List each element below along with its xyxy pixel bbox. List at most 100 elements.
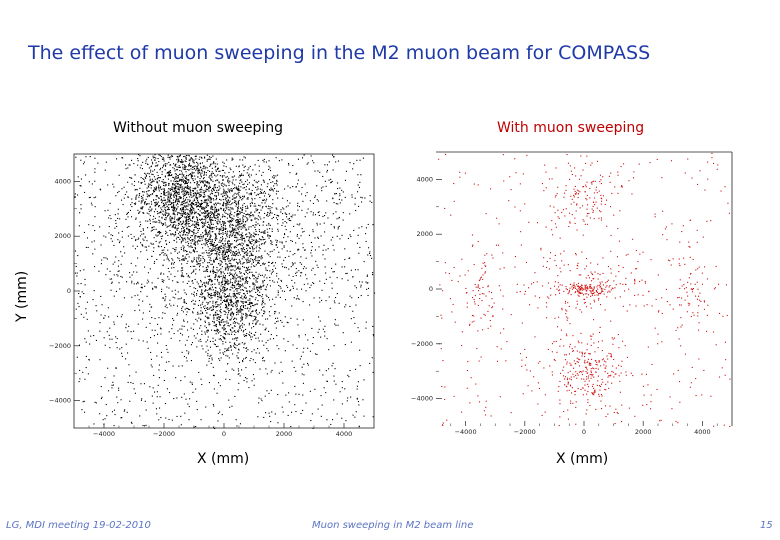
data-point [304, 183, 306, 185]
data-point [234, 212, 236, 214]
data-point [135, 202, 137, 204]
data-point [237, 337, 239, 339]
data-point [167, 212, 169, 214]
data-point [187, 179, 189, 181]
data-point [255, 322, 257, 324]
data-point [286, 321, 288, 323]
data-point [214, 287, 216, 289]
data-point [200, 286, 202, 288]
data-point [224, 259, 226, 261]
data-point [288, 401, 290, 403]
data-point [277, 290, 279, 292]
data-point [140, 182, 142, 184]
data-point [320, 235, 322, 237]
data-point [176, 219, 178, 221]
data-point [275, 296, 277, 298]
data-point [186, 339, 188, 341]
data-point [183, 188, 185, 190]
data-point [227, 195, 229, 197]
data-point [218, 338, 220, 340]
data-point [265, 294, 267, 296]
data-point [162, 312, 164, 314]
data-point [173, 177, 175, 179]
data-point [133, 236, 135, 238]
data-point [282, 266, 284, 268]
data-point [168, 188, 170, 190]
data-point [239, 189, 241, 191]
data-point [289, 250, 291, 252]
data-point [225, 312, 227, 314]
data-point [150, 230, 152, 232]
data-point [186, 350, 188, 352]
data-point [237, 309, 239, 311]
data-point [168, 209, 170, 211]
data-point [312, 427, 314, 429]
data-point [227, 298, 229, 300]
data-point [188, 181, 190, 183]
data-point [168, 278, 170, 280]
data-point [138, 193, 140, 195]
data-point [246, 267, 248, 269]
data-point [114, 227, 116, 229]
data-point [222, 220, 224, 222]
data-point [175, 175, 177, 177]
data-point [240, 244, 242, 246]
data-point [226, 306, 228, 308]
data-point [183, 203, 185, 205]
data-point [222, 193, 224, 195]
data-point [187, 308, 189, 310]
data-point [156, 202, 158, 204]
data-point [203, 223, 205, 225]
data-point [232, 234, 234, 236]
data-point [221, 184, 223, 186]
data-point [99, 322, 101, 324]
data-point [255, 173, 257, 175]
data-point [171, 207, 173, 209]
data-point [156, 182, 158, 184]
data-point [230, 302, 232, 304]
data-point [199, 239, 201, 241]
data-point [212, 271, 214, 273]
data-point [243, 196, 245, 198]
data-point [187, 403, 189, 405]
data-point [209, 314, 211, 316]
data-point [312, 202, 314, 204]
data-point [144, 203, 146, 205]
data-point [229, 223, 231, 225]
data-point [223, 258, 225, 260]
data-point [235, 253, 237, 255]
data-point [239, 222, 241, 224]
data-point [230, 270, 232, 272]
data-point [232, 353, 234, 355]
data-point [178, 200, 180, 202]
data-point [256, 287, 258, 289]
data-point [185, 171, 187, 173]
data-point [348, 257, 350, 259]
data-point [176, 207, 178, 209]
data-point [117, 265, 119, 267]
data-point [216, 329, 218, 331]
data-point [188, 192, 190, 194]
data-point [179, 328, 181, 330]
data-point [228, 262, 230, 264]
data-point [264, 250, 266, 252]
data-point [268, 224, 270, 226]
data-point [196, 202, 198, 204]
data-point [133, 283, 135, 285]
data-point [164, 175, 166, 177]
data-point [160, 195, 162, 197]
data-point [227, 349, 229, 351]
data-point [205, 289, 207, 291]
data-point [223, 327, 225, 329]
data-point [202, 235, 204, 237]
data-point [209, 226, 211, 228]
data-point [248, 241, 250, 243]
data-point [243, 195, 245, 197]
data-point [315, 260, 317, 262]
data-point [230, 345, 232, 347]
data-point [183, 246, 185, 248]
data-point [197, 173, 199, 175]
data-point [217, 216, 219, 218]
data-point [175, 204, 177, 206]
data-point [252, 235, 254, 237]
